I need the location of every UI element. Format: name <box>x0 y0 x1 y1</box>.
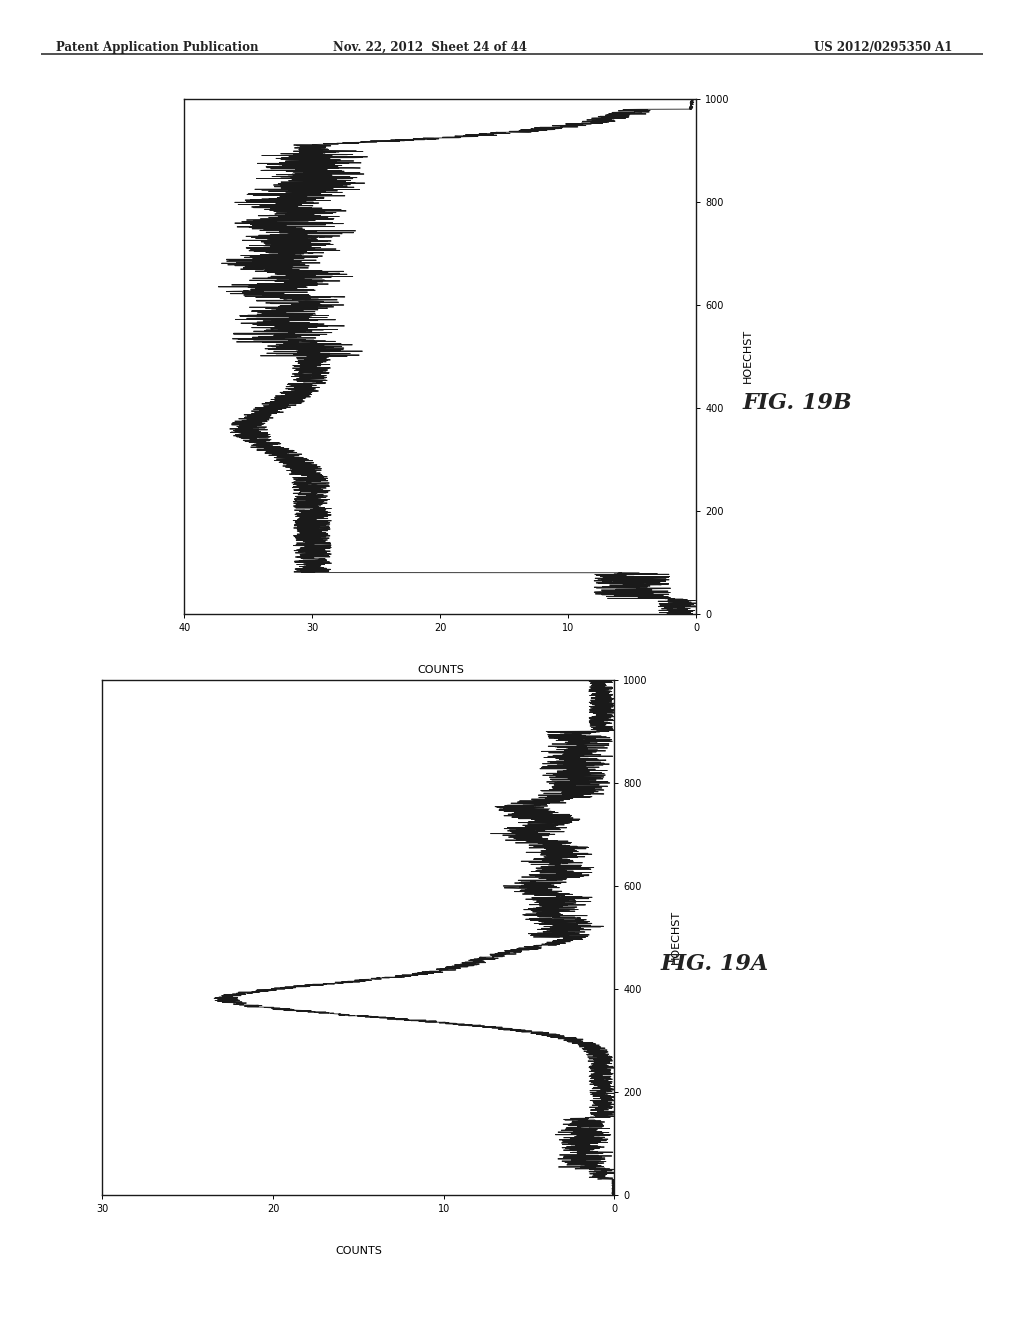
Text: Nov. 22, 2012  Sheet 24 of 44: Nov. 22, 2012 Sheet 24 of 44 <box>333 41 527 54</box>
Text: COUNTS: COUNTS <box>417 665 464 676</box>
Text: HOECHST: HOECHST <box>671 909 681 965</box>
Text: US 2012/0295350 A1: US 2012/0295350 A1 <box>814 41 952 54</box>
Text: FIG. 19B: FIG. 19B <box>742 392 852 413</box>
Text: Patent Application Publication: Patent Application Publication <box>56 41 259 54</box>
Text: HOECHST: HOECHST <box>742 329 753 384</box>
Text: COUNTS: COUNTS <box>335 1246 382 1257</box>
Text: FIG. 19A: FIG. 19A <box>660 953 769 974</box>
